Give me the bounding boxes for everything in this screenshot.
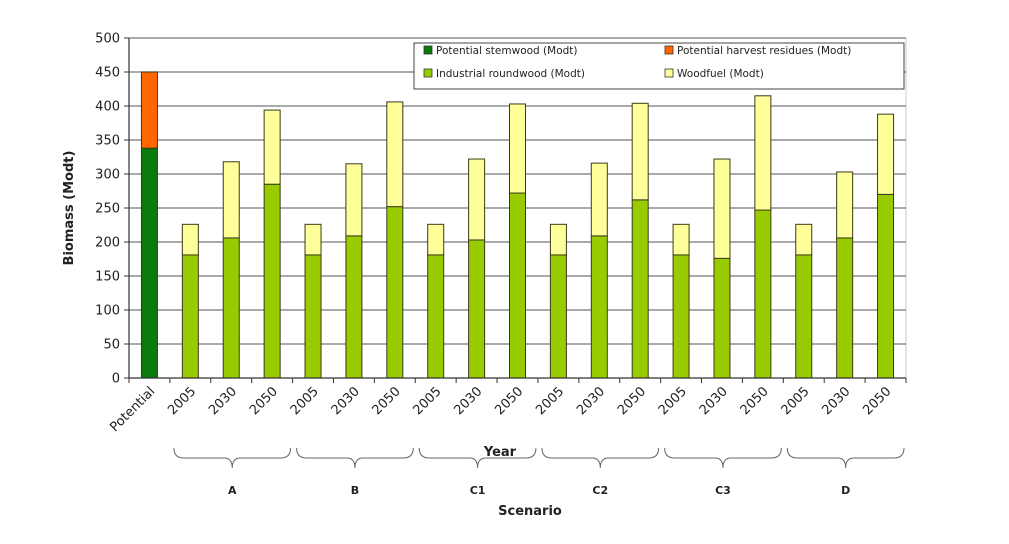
scenario-label: C3 bbox=[715, 484, 731, 497]
bar-segment-industrial-roundwood-modt bbox=[590, 235, 608, 379]
bar-segment-woodfuel-modt bbox=[263, 109, 281, 185]
y-tick-label: 200 bbox=[95, 236, 120, 251]
x-tick-label: 2005 bbox=[779, 384, 813, 418]
legend-swatch bbox=[423, 68, 433, 78]
bar-segment-industrial-roundwood-modt bbox=[304, 254, 322, 379]
x-tick-labels: Potential 2005 2030 2050 2005 2030 2050 2005 203… bbox=[107, 384, 894, 435]
x-tick-label: 2030 bbox=[819, 384, 853, 418]
bar-segment-woodfuel-modt bbox=[877, 113, 895, 195]
bar-segment-woodfuel-modt bbox=[713, 158, 731, 259]
y-tick-label: 0 bbox=[112, 372, 120, 387]
y-tick-label: 250 bbox=[95, 202, 120, 217]
scenario-label: A bbox=[228, 484, 237, 497]
bar-segment-industrial-roundwood-modt bbox=[386, 206, 404, 379]
legend-entry: Woodfuel (Modt) bbox=[677, 68, 764, 80]
y-tick-label: 500 bbox=[95, 32, 120, 47]
legend-entry: Potential stemwood (Modt) bbox=[436, 45, 578, 57]
scenario-brace bbox=[786, 447, 905, 469]
bar-segment-woodfuel-modt bbox=[795, 223, 813, 256]
scenario-label: C1 bbox=[470, 484, 486, 497]
x-tick-label: 2050 bbox=[370, 384, 404, 418]
x-tick-label: 2050 bbox=[247, 384, 281, 418]
bar-segment-industrial-roundwood-modt bbox=[549, 254, 567, 379]
bar-segment-woodfuel-modt bbox=[672, 223, 690, 256]
x-tick-label: 2030 bbox=[697, 384, 731, 418]
y-tick-label: 150 bbox=[95, 270, 120, 285]
bars bbox=[140, 71, 895, 379]
scenario-groups: A B C1 C2 C3 D bbox=[173, 447, 905, 497]
scenario-label: B bbox=[351, 484, 359, 497]
bar-segment-woodfuel-modt bbox=[222, 161, 240, 239]
bar-segment-potential-stemwood-modt bbox=[140, 147, 158, 379]
bar-segment-industrial-roundwood-modt bbox=[836, 237, 854, 379]
y-tick-label: 300 bbox=[95, 168, 120, 183]
scenario-brace bbox=[664, 447, 782, 469]
x-tick-label: 2050 bbox=[492, 384, 526, 418]
legend-swatch bbox=[664, 68, 674, 78]
axes bbox=[124, 37, 907, 383]
bar-segment-woodfuel-modt bbox=[509, 103, 526, 194]
x-tick-label: 2050 bbox=[738, 384, 772, 418]
x-tick-label: 2005 bbox=[165, 384, 199, 418]
x-tick-label: 2050 bbox=[860, 384, 894, 418]
bar-segment-woodfuel-modt bbox=[386, 101, 404, 208]
x-tick-label: 2030 bbox=[574, 384, 608, 418]
bar-segment-industrial-roundwood-modt bbox=[672, 254, 690, 379]
scenario-brace bbox=[173, 447, 292, 469]
bar-segment-woodfuel-modt bbox=[590, 162, 608, 237]
bar-segment-woodfuel-modt bbox=[468, 158, 486, 241]
bar-segment-potential-harvest-residues-modt bbox=[140, 71, 158, 149]
legend: Potential stemwood (Modt) Potential harve… bbox=[413, 42, 905, 90]
bar-segment-industrial-roundwood-modt bbox=[345, 235, 363, 379]
bar-segment-woodfuel-modt bbox=[304, 223, 322, 256]
bar-segment-industrial-roundwood-modt bbox=[713, 257, 731, 379]
x-tick-label: 2030 bbox=[206, 384, 240, 418]
y-tick-label: 50 bbox=[103, 338, 120, 353]
scenario-label: C2 bbox=[592, 484, 608, 497]
bar-segment-industrial-roundwood-modt bbox=[468, 239, 486, 379]
y-axis-title: Biomass (Modt) bbox=[62, 151, 77, 266]
x-tick-label: 2030 bbox=[451, 384, 485, 418]
y-tick-label: 400 bbox=[95, 100, 120, 115]
bar-segment-woodfuel-modt bbox=[836, 171, 854, 239]
bar-segment-woodfuel-modt bbox=[631, 102, 649, 201]
legend-entry: Industrial roundwood (Modt) bbox=[436, 68, 585, 80]
bar-segment-woodfuel-modt bbox=[427, 223, 445, 256]
bar-segment-industrial-roundwood-modt bbox=[877, 193, 895, 379]
y-tick-label: 100 bbox=[95, 304, 120, 319]
x-tick-label: 2030 bbox=[329, 384, 363, 418]
x-tick-label: 2005 bbox=[288, 384, 322, 418]
x-tick-label: 2050 bbox=[615, 384, 649, 418]
bar-segment-industrial-roundwood-modt bbox=[795, 254, 813, 379]
x-axis-title: Year bbox=[483, 445, 517, 460]
y-tick-label: 350 bbox=[95, 134, 120, 149]
legend-swatch bbox=[664, 45, 674, 55]
bar-segment-woodfuel-modt bbox=[754, 95, 772, 211]
bar-segment-industrial-roundwood-modt bbox=[427, 254, 445, 379]
legend-entry: Potential harvest residues (Modt) bbox=[677, 45, 851, 57]
x-tick-label: 2005 bbox=[411, 384, 445, 418]
x-tick-label: Potential bbox=[107, 384, 158, 435]
bar-segment-woodfuel-modt bbox=[181, 223, 199, 256]
scenario-brace bbox=[296, 447, 414, 469]
legend-box bbox=[413, 42, 905, 90]
bar-segment-woodfuel-modt bbox=[345, 163, 363, 237]
x-tick-label: 2005 bbox=[533, 384, 567, 418]
scenario-brace bbox=[541, 447, 660, 469]
bar-segment-woodfuel-modt bbox=[549, 223, 567, 256]
legend-swatch bbox=[423, 45, 433, 55]
scenario-brace bbox=[418, 447, 537, 469]
bar-segment-industrial-roundwood-modt bbox=[222, 237, 240, 379]
scenario-label: D bbox=[841, 484, 850, 497]
x-tick-label: 2005 bbox=[656, 384, 690, 418]
bar-segment-industrial-roundwood-modt bbox=[263, 183, 281, 379]
y-tick-labels: 0 50 100 150 200 250 300 350 400 450 500 bbox=[95, 32, 120, 387]
bar-segment-industrial-roundwood-modt bbox=[509, 192, 526, 379]
bar-segment-industrial-roundwood-modt bbox=[754, 209, 772, 379]
bar-segment-industrial-roundwood-modt bbox=[181, 254, 199, 379]
y-tick-label: 450 bbox=[95, 66, 120, 81]
bar-segment-industrial-roundwood-modt bbox=[631, 199, 649, 379]
scenario-axis-title: Scenario bbox=[498, 504, 562, 519]
